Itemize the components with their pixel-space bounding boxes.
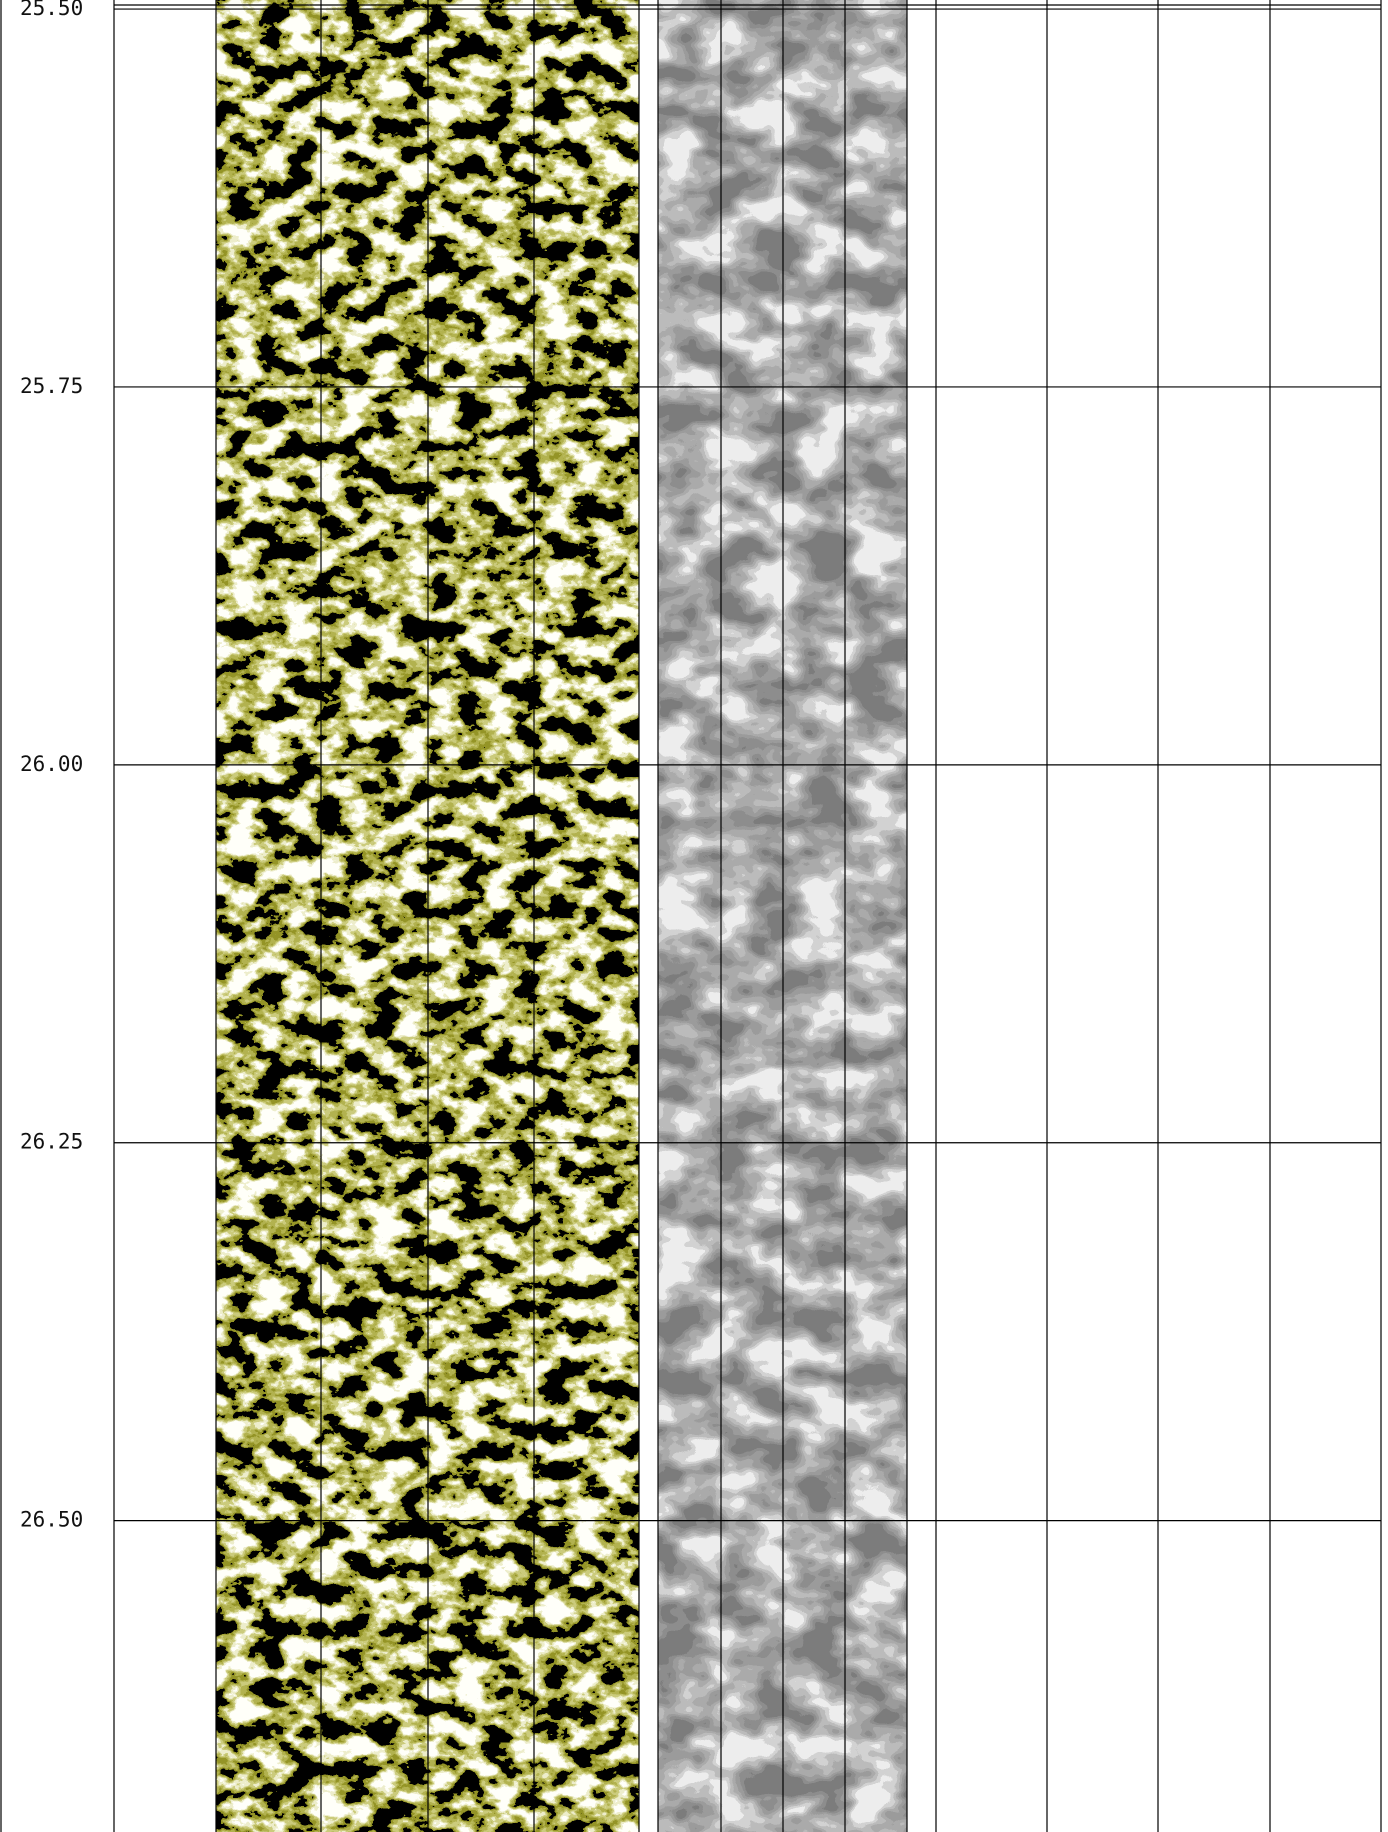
depth-tick-label: 25.75 [20,374,83,398]
depth-tick-label: 26.50 [20,1508,83,1532]
depth-tick-label: 25.50 [20,0,83,20]
depth-tick-label: 26.25 [20,1130,83,1154]
depth-tick-label: 26.00 [20,752,83,776]
